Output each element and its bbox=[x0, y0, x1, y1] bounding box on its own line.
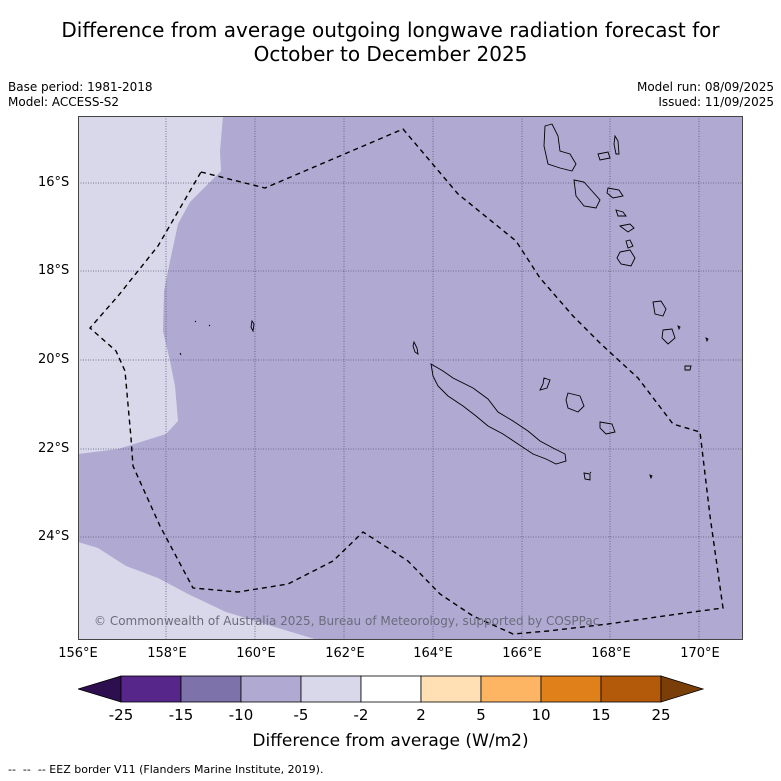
colorbar-extend-low bbox=[76, 675, 122, 703]
anomaly-field-light-southwest bbox=[78, 542, 318, 640]
lat-label-16s: 16°S bbox=[38, 175, 70, 190]
colorbar-extend-high bbox=[660, 675, 705, 703]
islet-w4 bbox=[179, 352, 182, 356]
loyalty-island-lifou bbox=[565, 392, 585, 413]
vanuatu-epi bbox=[615, 209, 627, 217]
lon-label-156e: 156°E bbox=[58, 646, 98, 661]
colorbar-bin-1 bbox=[120, 675, 182, 703]
model-run: Model run: 08/09/2025 bbox=[636, 80, 774, 94]
colorbar-tick-3: -10 bbox=[228, 706, 254, 724]
gridlines bbox=[78, 116, 743, 640]
colorbar-tick-6: 2 bbox=[416, 706, 426, 724]
islet-e3 bbox=[684, 365, 692, 371]
colorbar-bin-9 bbox=[600, 675, 662, 703]
lon-label-158e: 158°E bbox=[147, 646, 187, 661]
vanuatu-pentecost bbox=[613, 134, 620, 155]
copyright-text: © Commonwealth of Australia 2025, Bureau… bbox=[94, 614, 600, 628]
colorbar-tick-5: -2 bbox=[353, 706, 369, 724]
colorbar-bin-6 bbox=[420, 675, 482, 703]
colorbar-bin-5 bbox=[360, 675, 422, 703]
eez-border bbox=[89, 128, 724, 635]
new-caledonia-island bbox=[430, 363, 567, 465]
colorbar-bin-7 bbox=[480, 675, 542, 703]
colorbar-tick-10: 25 bbox=[651, 706, 671, 724]
colorbar-svg bbox=[76, 675, 705, 703]
colorbar-tick-2: -15 bbox=[168, 706, 194, 724]
model-name: Model: ACCESS-S2 bbox=[8, 95, 120, 109]
vanuatu-malekula bbox=[573, 179, 601, 209]
anomaly-field-light-west bbox=[78, 116, 223, 454]
vanuatu-ambrym bbox=[606, 187, 624, 199]
colorbar-tick-7: 5 bbox=[476, 706, 486, 724]
lon-label-162e: 162°E bbox=[325, 646, 365, 661]
loyalty-island-ouvea bbox=[539, 377, 551, 391]
title-line-2: October to December 2025 bbox=[253, 42, 528, 66]
eez-legend-text: -- EEZ border V11 (Flanders Marine Insti… bbox=[37, 763, 324, 776]
colorbar-bin-8 bbox=[540, 675, 602, 703]
lat-label-18s: 18°S bbox=[38, 263, 70, 278]
islet-e2 bbox=[705, 337, 709, 343]
colorbar-tick-4: -5 bbox=[293, 706, 309, 724]
colorbar-title: Difference from average (W/m2) bbox=[252, 731, 529, 751]
colorbar-bin-4 bbox=[300, 675, 362, 703]
title-line-1: Difference from average outgoing longwav… bbox=[61, 18, 720, 42]
islet-w2 bbox=[194, 320, 197, 323]
islet-e4 bbox=[649, 475, 652, 478]
colorbar-bin-2 bbox=[180, 675, 242, 703]
islet-e1 bbox=[677, 325, 681, 331]
islet-w1 bbox=[250, 319, 255, 333]
lon-label-170e: 170°E bbox=[680, 646, 720, 661]
belep-islands bbox=[412, 340, 419, 355]
colorbar-tick-8: 10 bbox=[531, 706, 551, 724]
map-frame bbox=[78, 116, 743, 640]
meta-right: Model run: 08/09/2025 Issued: 11/09/2025 bbox=[637, 80, 774, 110]
hunter-island bbox=[652, 300, 667, 317]
lat-label-20s: 20°S bbox=[38, 352, 70, 367]
isle-of-pines bbox=[583, 472, 591, 481]
colorbar-tick-9: 15 bbox=[591, 706, 611, 724]
map-panel bbox=[78, 116, 743, 640]
vanuatu-efate bbox=[618, 223, 635, 233]
colorbar bbox=[76, 675, 705, 709]
meta-left: Base period: 1981-2018 Model: ACCESS-S2 bbox=[8, 80, 153, 110]
loyalty-island-mare bbox=[599, 421, 616, 435]
lon-label-166e: 166°E bbox=[502, 646, 542, 661]
chart-title: Difference from average outgoing longwav… bbox=[0, 18, 781, 66]
vanuatu-tanna bbox=[616, 249, 636, 267]
issued-date: Issued: 11/09/2025 bbox=[658, 95, 774, 109]
base-period: Base period: 1981-2018 bbox=[8, 80, 153, 94]
lat-label-24s: 24°S bbox=[38, 529, 70, 544]
vanuatu-espiritu-santo bbox=[543, 123, 577, 172]
vanuatu-malo bbox=[597, 151, 611, 161]
map-svg bbox=[78, 116, 743, 640]
eez-legend: -- -- -- EEZ border V11 (Flanders Marine… bbox=[8, 763, 323, 776]
vanuatu-erromango bbox=[625, 239, 634, 249]
lon-label-160e: 160°E bbox=[236, 646, 276, 661]
lon-label-168e: 168°E bbox=[591, 646, 631, 661]
colorbar-tick-1: -25 bbox=[108, 706, 134, 724]
colorbar-bin-3 bbox=[240, 675, 302, 703]
eez-legend-line: -- -- bbox=[8, 763, 38, 776]
lon-label-164e: 164°E bbox=[413, 646, 453, 661]
lat-label-22s: 22°S bbox=[38, 441, 70, 456]
matthew-island bbox=[661, 328, 676, 345]
islet-w5 bbox=[589, 471, 592, 474]
islet-w3 bbox=[208, 324, 211, 327]
